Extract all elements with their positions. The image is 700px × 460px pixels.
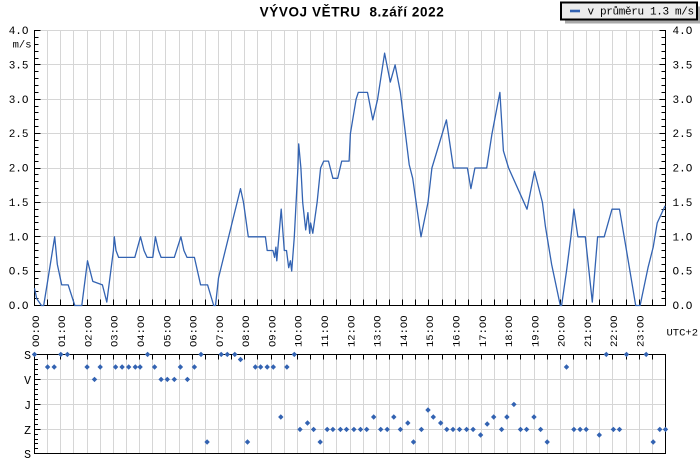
- svg-text:16:OO: 16:OO: [452, 315, 464, 347]
- svg-text:2.O: 2.O: [9, 164, 29, 176]
- svg-text:O5:OO: O5:OO: [162, 315, 174, 347]
- svg-text:O.O: O.O: [673, 301, 693, 313]
- svg-text:UTC+2: UTC+2: [667, 328, 699, 340]
- svg-text:O9:OO: O9:OO: [267, 315, 279, 347]
- svg-text:VÝVOJ VĚTRU 8.září 2022: VÝVOJ VĚTRU 8.září 2022: [260, 5, 445, 20]
- svg-text:1O:OO: 1O:OO: [294, 315, 306, 347]
- svg-text:4.O: 4.O: [673, 26, 693, 38]
- svg-text:2.O: 2.O: [673, 164, 693, 176]
- svg-text:22:OO: 22:OO: [609, 315, 621, 347]
- svg-text:3.5: 3.5: [673, 60, 693, 72]
- svg-text:J: J: [24, 400, 31, 413]
- svg-text:O6:OO: O6:OO: [189, 315, 201, 347]
- svg-text:18:OO: 18:OO: [504, 315, 516, 347]
- svg-text:21:OO: 21:OO: [583, 315, 595, 347]
- svg-text:15:OO: 15:OO: [425, 315, 437, 347]
- svg-text:4.O: 4.O: [9, 26, 29, 38]
- svg-text:m/s: m/s: [13, 40, 32, 52]
- svg-text:O8:OO: O8:OO: [241, 315, 253, 347]
- svg-text:3.5: 3.5: [9, 60, 29, 72]
- svg-text:2.5: 2.5: [9, 129, 29, 141]
- svg-text:v průměru 1.3 m/s: v průměru 1.3 m/s: [588, 6, 694, 19]
- svg-text:12:OO: 12:OO: [346, 315, 358, 347]
- svg-text:2.5: 2.5: [673, 129, 693, 141]
- svg-text:O7:OO: O7:OO: [215, 315, 227, 347]
- svg-text:O1:OO: O1:OO: [57, 315, 69, 347]
- svg-text:S: S: [24, 449, 31, 460]
- svg-text:2O:OO: 2O:OO: [557, 315, 569, 347]
- svg-text:23:OO: 23:OO: [636, 315, 648, 347]
- svg-text:O.5: O.5: [9, 267, 29, 279]
- svg-text:1.5: 1.5: [9, 198, 29, 210]
- svg-text:Z: Z: [24, 425, 31, 438]
- svg-text:17:OO: 17:OO: [478, 315, 490, 347]
- svg-text:3.O: 3.O: [9, 95, 29, 107]
- svg-text:1.5: 1.5: [673, 198, 693, 210]
- svg-text:11:OO: 11:OO: [320, 315, 332, 347]
- svg-text:V: V: [24, 375, 31, 388]
- svg-text:S: S: [24, 350, 31, 363]
- svg-text:19:OO: 19:OO: [530, 315, 542, 347]
- svg-text:O.O: O.O: [9, 301, 29, 313]
- svg-text:14:OO: 14:OO: [399, 315, 411, 347]
- svg-text:OO:OO: OO:OO: [31, 315, 43, 347]
- svg-text:O.5: O.5: [673, 267, 693, 279]
- svg-text:1.O: 1.O: [673, 232, 693, 244]
- svg-text:O3:OO: O3:OO: [110, 315, 122, 347]
- svg-text:1.O: 1.O: [9, 232, 29, 244]
- svg-text:O4:OO: O4:OO: [136, 315, 148, 347]
- svg-text:13:OO: 13:OO: [373, 315, 385, 347]
- svg-text:3.O: 3.O: [673, 95, 693, 107]
- svg-text:O2:OO: O2:OO: [83, 315, 95, 347]
